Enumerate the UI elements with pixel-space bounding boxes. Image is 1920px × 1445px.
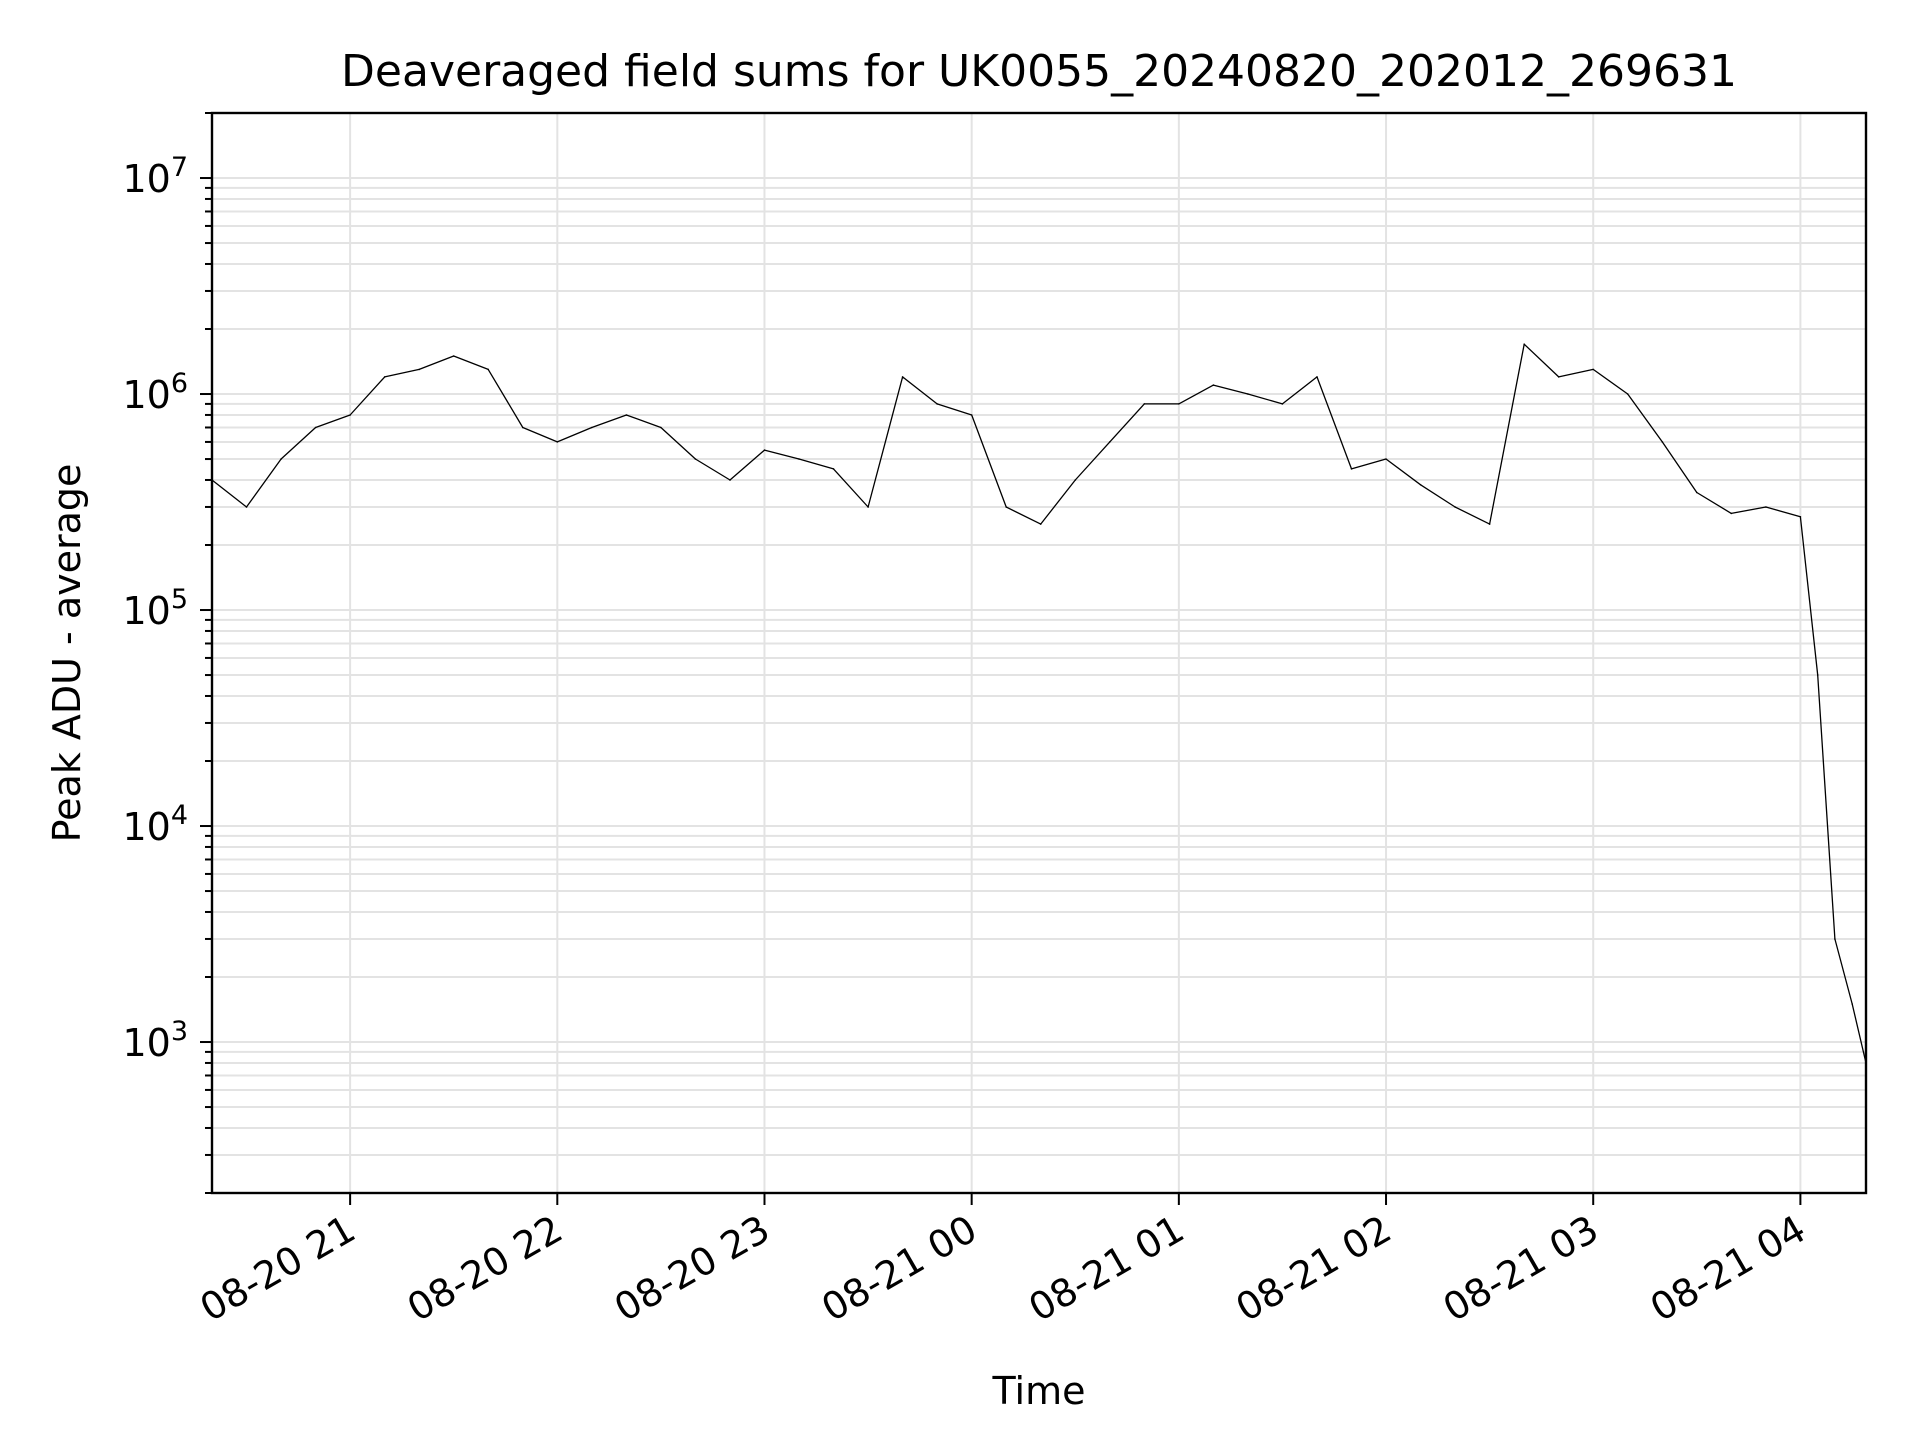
x-tick-label: 08-21 00 [814, 1207, 984, 1331]
y-tick-base: 10 [122, 1021, 170, 1065]
data-point [1799, 516, 1802, 518]
y-tick-exponent: 3 [171, 1016, 188, 1047]
series-layer [211, 343, 1867, 1064]
data-point [1005, 506, 1007, 508]
data-point [452, 355, 455, 357]
x-tick-label: 08-21 01 [1021, 1207, 1191, 1331]
data-point [1557, 376, 1560, 378]
data-point [1178, 403, 1180, 405]
data-point [1247, 393, 1249, 395]
data-point [660, 426, 662, 429]
data-point [1834, 938, 1836, 940]
data-point [1851, 1003, 1853, 1005]
data-point [1039, 523, 1042, 525]
data-point [1696, 491, 1698, 494]
y-tick-exponent: 6 [171, 368, 188, 399]
y-tick-base: 10 [122, 589, 170, 633]
y-tick-exponent: 4 [171, 800, 188, 831]
y-tick-label: 105 [122, 584, 188, 633]
y-tick-label: 106 [122, 368, 188, 417]
y-tick-base: 10 [122, 157, 170, 201]
series-line [211, 343, 1867, 1064]
data-point [418, 368, 421, 371]
data-point [798, 458, 800, 460]
data-point [1419, 484, 1422, 486]
y-tick-base: 10 [122, 805, 170, 849]
data-point [867, 506, 869, 508]
data-point [1488, 523, 1491, 525]
y-tick-label: 103 [122, 1016, 188, 1065]
data-point [1816, 674, 1819, 676]
data-point [1626, 393, 1629, 395]
data-point [314, 426, 317, 429]
data-point [383, 376, 386, 378]
grid-lines [212, 112, 1866, 1194]
data-point [936, 403, 938, 405]
data-point [625, 414, 628, 416]
y-tick-label: 104 [122, 800, 188, 849]
y-tick-base: 10 [122, 373, 170, 417]
x-tick-label: 08-20 22 [400, 1207, 570, 1331]
y-tick-exponent: 5 [171, 584, 188, 615]
data-point [1454, 506, 1456, 508]
y-axis-label: Peak ADU - average [45, 464, 89, 843]
data-point [1765, 506, 1767, 508]
data-point [1350, 468, 1353, 470]
data-point [1281, 403, 1284, 405]
x-tick-label: 08-21 03 [1436, 1207, 1606, 1331]
x-axis-label: Time [992, 1369, 1086, 1413]
x-tick-label: 08-20 21 [193, 1207, 363, 1331]
data-point [1523, 343, 1525, 346]
data-point [522, 426, 524, 429]
data-point [901, 376, 904, 378]
data-point [1109, 441, 1111, 443]
data-point [1592, 368, 1594, 371]
x-tick-label: 08-21 04 [1643, 1207, 1813, 1331]
data-point [1730, 512, 1733, 515]
data-point [729, 479, 731, 481]
x-tick-label: 08-21 02 [1229, 1207, 1399, 1331]
plot-frame [210, 111, 1868, 1195]
y-tick-exponent: 7 [171, 152, 188, 183]
data-point [1074, 479, 1077, 481]
data-point [763, 449, 766, 451]
data-point [1316, 376, 1318, 378]
data-point [245, 506, 248, 508]
data-point [280, 458, 282, 460]
data-point [591, 426, 593, 429]
y-tick-label: 107 [122, 152, 188, 201]
data-point [970, 414, 973, 416]
data-point [1661, 441, 1664, 443]
data-point [349, 414, 351, 416]
data-point [556, 441, 559, 443]
x-tick-label: 08-20 23 [607, 1207, 777, 1331]
data-point [1212, 384, 1215, 386]
data-point [1143, 403, 1146, 405]
data-point [694, 458, 697, 460]
data-point [832, 468, 835, 470]
data-point [487, 368, 490, 371]
data-point [1385, 458, 1387, 460]
chart-title: Deaveraged field sums for UK0055_2024082… [341, 46, 1737, 97]
